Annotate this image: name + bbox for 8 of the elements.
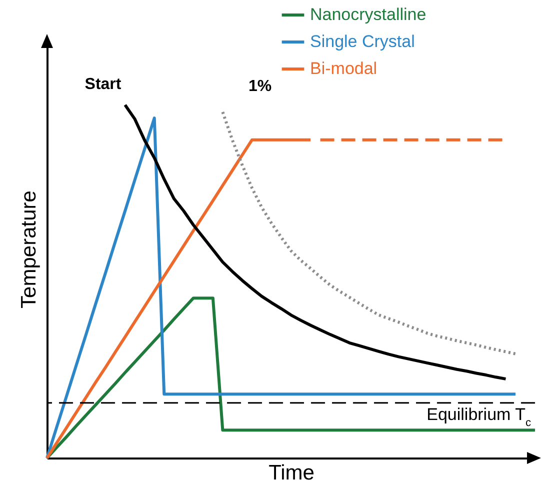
y-axis-title: Temperature [18, 190, 40, 308]
text: 1% [248, 78, 272, 95]
text: Start [84, 76, 122, 93]
ref-line-label: Equilibrium T$_{c}$ [426, 404, 532, 429]
legend-label: Single Crystal [310, 32, 415, 51]
legend-label: Nanocrystalline [310, 5, 426, 24]
legend-label: Bi-modal [310, 59, 378, 78]
x-axis-title: Time [268, 462, 314, 484]
